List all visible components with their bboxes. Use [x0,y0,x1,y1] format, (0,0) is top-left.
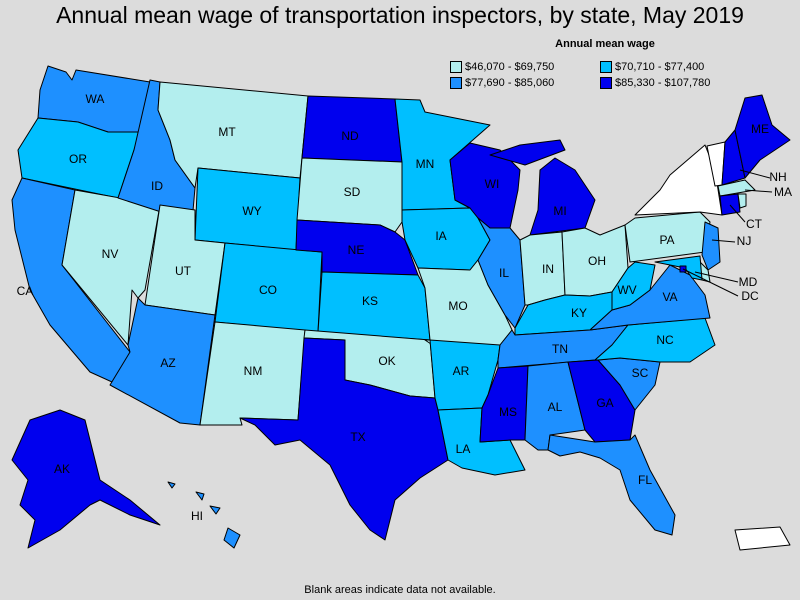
label-NV: NV [102,247,119,261]
label-KS: KS [362,294,378,308]
label-NC: NC [656,333,674,347]
label-TN: TN [552,342,568,356]
label-ID: ID [151,179,163,193]
label-AK: AK [54,462,70,476]
state-ME[interactable] [734,94,791,179]
label-SD: SD [344,185,361,199]
state-TX[interactable] [239,337,449,541]
label-CA: CA [17,284,34,298]
label-MN: MN [416,157,435,171]
label-PA: PA [659,233,674,247]
label-AR: AR [453,364,470,378]
label-HI: HI [191,509,203,523]
label-IA: IA [435,229,446,243]
state-MI[interactable] [489,139,596,236]
label-IN: IN [542,262,554,276]
leader-NH [739,169,771,179]
leader-CT [729,204,746,223]
label-WI: WI [485,177,500,191]
legend-swatch-2 [600,61,612,73]
leader-MA [744,189,773,193]
label-IL: IL [499,266,509,280]
label-MA: MA [774,185,792,199]
legend-swatch-1 [450,61,462,73]
legend-item-2: $70,710 - $77,400 [600,60,750,74]
label-NM: NM [244,364,263,378]
legend-label-4: $85,330 - $107,780 [615,77,711,89]
legend-item-3: $77,690 - $85,060 [450,76,600,90]
legend-item-1: $46,070 - $69,750 [450,60,600,74]
label-MD: MD [739,275,758,289]
legend-title: Annual mean wage [555,38,655,50]
label-CO: CO [259,283,277,297]
state-PR[interactable] [734,526,791,551]
footnote: Blank areas indicate data not available. [304,584,496,596]
legend-label-1: $46,070 - $69,750 [465,61,555,73]
label-FL: FL [638,473,652,487]
label-ME: ME [751,122,769,136]
state-RI[interactable] [737,193,747,209]
label-MT: MT [218,125,236,139]
legend-swatch-3 [450,77,462,89]
label-AL: AL [548,400,563,414]
leader-MD [694,271,739,283]
label-WA: WA [86,92,105,106]
label-OH: OH [588,254,606,268]
label-WV: WV [617,283,636,297]
label-MO: MO [448,299,467,313]
label-DC: DC [741,289,759,303]
label-MS: MS [499,405,517,419]
label-NJ: NJ [737,234,752,248]
state-WV[interactable] [611,261,656,311]
state-AK[interactable] [11,409,161,549]
label-CT: CT [746,217,763,231]
state-NJ[interactable] [701,221,721,271]
state-CT[interactable] [719,193,741,216]
legend-grid: $46,070 - $69,750 $70,710 - $77,400 $77,… [450,60,750,90]
label-NE: NE [348,243,365,257]
label-AZ: AZ [160,356,175,370]
label-GA: GA [596,396,613,410]
label-WY: WY [242,204,261,218]
label-KY: KY [571,306,587,320]
state-MA[interactable] [717,179,756,197]
label-VA: VA [662,290,677,304]
legend-item-4: $85,330 - $107,780 [600,76,750,90]
state-AZ[interactable] [109,297,216,426]
state-HI[interactable] [167,481,241,549]
state-PA[interactable] [624,211,711,263]
label-SC: SC [632,366,649,380]
state-FL[interactable] [547,434,676,536]
label-TX: TX [350,430,365,444]
label-UT: UT [175,264,192,278]
label-NH: NH [769,170,786,184]
label-OR: OR [69,152,87,166]
leader-NJ [711,239,736,243]
label-OK: OK [378,354,395,368]
label-LA: LA [456,442,471,456]
legend-swatch-4 [600,77,612,89]
label-leader-lines [682,169,773,297]
label-MI: MI [553,204,566,218]
legend-label-2: $70,710 - $77,400 [615,61,705,73]
map-title: Annual mean wage of transportation inspe… [56,2,744,28]
label-ND: ND [341,129,359,143]
legend-label-3: $77,690 - $85,060 [465,77,555,89]
legend: Annual mean wage $46,070 - $69,750 $70,7… [450,38,750,90]
leader-DC [682,268,739,297]
